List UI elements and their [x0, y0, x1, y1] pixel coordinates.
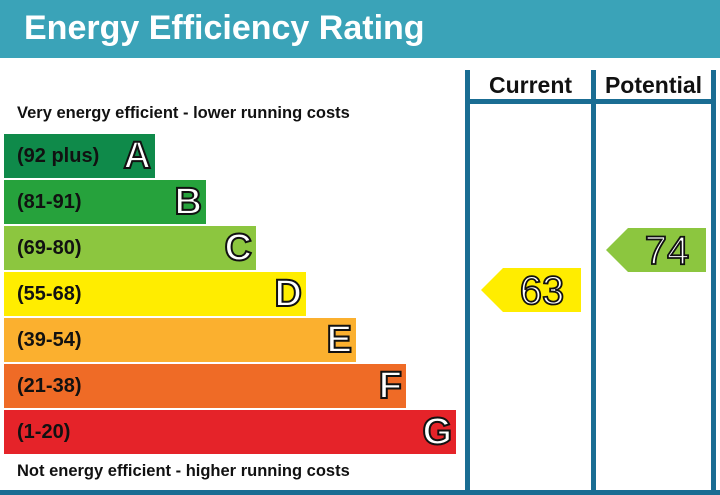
- band-b: (81-91) B: [4, 180, 206, 224]
- top-caption: Very energy efficient - lower running co…: [17, 104, 350, 122]
- band-range: (55-68): [17, 283, 82, 305]
- divider-current-left: [465, 70, 470, 495]
- page-title: Energy Efficiency Rating: [24, 9, 425, 47]
- potential-column-header: Potential: [604, 72, 703, 98]
- band-e: (39-54) E: [4, 318, 356, 362]
- band-range: (81-91): [17, 191, 82, 213]
- band-range: (21-38): [17, 375, 82, 397]
- band-letter: C: [224, 226, 253, 270]
- arrow-shape: [481, 268, 581, 312]
- arrow-shape: [606, 228, 706, 272]
- band-letter: F: [378, 364, 403, 408]
- band-range: (69-80): [17, 237, 82, 259]
- band-c: (69-80) C: [4, 226, 256, 270]
- current-column-header: Current: [488, 72, 573, 98]
- band-letter: E: [326, 318, 353, 362]
- potential-rating-value: 74: [644, 228, 690, 274]
- band-g: (1-20) G: [4, 410, 456, 454]
- bottom-caption: Not energy efficient - higher running co…: [17, 462, 350, 480]
- band-a: (92 plus) A: [4, 134, 155, 178]
- band-d: (55-68) D: [4, 272, 306, 316]
- band-f: (21-38) F: [4, 364, 406, 408]
- column-header-underline: [465, 99, 716, 104]
- current-rating-value: 63: [519, 268, 565, 314]
- bottom-border: [0, 490, 720, 495]
- band-letter: A: [123, 134, 152, 178]
- band-range: (39-54): [17, 329, 82, 351]
- potential-rating-arrow: 74: [606, 228, 706, 274]
- band-range: (92 plus): [17, 145, 100, 167]
- band-letter: D: [274, 272, 303, 316]
- divider-potential-right: [711, 70, 716, 495]
- current-rating-arrow: 63: [481, 268, 581, 314]
- divider-current-right: [591, 70, 596, 495]
- band-letter: G: [421, 410, 453, 454]
- band-letter: B: [174, 180, 203, 224]
- band-range: (1-20): [17, 421, 71, 443]
- header-bar: Energy Efficiency Rating: [0, 0, 720, 58]
